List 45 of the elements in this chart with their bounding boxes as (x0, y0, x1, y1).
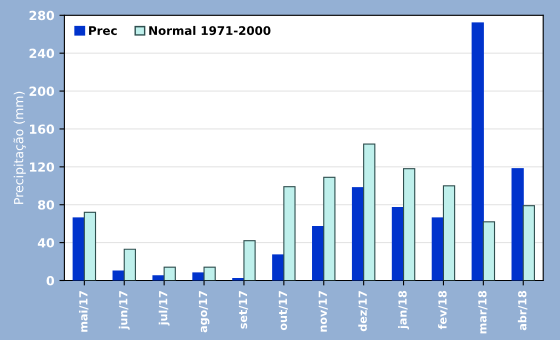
x-tick-label: abr/18 (518, 290, 528, 330)
bar (312, 226, 324, 280)
y-axis-title: Precipitação (mm) (14, 92, 26, 204)
x-tick-label: jun/17 (118, 291, 130, 330)
bar (272, 254, 284, 280)
x-tick-label: jan/18 (398, 290, 409, 330)
x-tick-label: mai/17 (78, 291, 88, 332)
bar (402, 168, 416, 280)
bar (363, 144, 376, 280)
x-tick-label: jul/17 (158, 291, 170, 326)
bar (512, 168, 524, 280)
legend-label: Normal 1971-2000 (149, 26, 270, 36)
y-tick-label: 240 (30, 48, 54, 58)
x-tick-label: set/17 (238, 291, 248, 329)
bar (432, 217, 444, 280)
bar (392, 207, 404, 280)
bar (72, 217, 85, 280)
bar (112, 270, 125, 280)
bar (243, 240, 256, 280)
bar (472, 22, 484, 280)
bar (283, 186, 296, 280)
bar (164, 266, 176, 280)
bar (522, 205, 535, 280)
bar (124, 248, 136, 280)
y-tick-label: 80 (38, 200, 54, 210)
bar (84, 212, 96, 280)
legend-label: Prec (89, 26, 117, 36)
bar (352, 187, 364, 280)
bar (442, 185, 456, 280)
y-tick-label: 280 (30, 10, 54, 20)
x-tick-label: fev/18 (438, 290, 448, 330)
y-tick-label: 120 (30, 162, 54, 172)
y-tick-label: 0 (46, 276, 54, 286)
bar (482, 221, 496, 280)
x-tick-label: mar/18 (478, 290, 488, 334)
x-tick-label: out/17 (278, 291, 288, 330)
x-tick-label: ago/17 (198, 291, 210, 332)
bar (323, 176, 336, 280)
y-tick-label: 200 (30, 86, 54, 96)
bar (152, 275, 165, 280)
x-tick-label: nov/17 (318, 291, 328, 332)
x-tick-label: dez/17 (358, 291, 368, 332)
y-tick-label: 160 (30, 124, 54, 134)
y-tick-label: 40 (38, 238, 54, 248)
bar (203, 266, 216, 280)
